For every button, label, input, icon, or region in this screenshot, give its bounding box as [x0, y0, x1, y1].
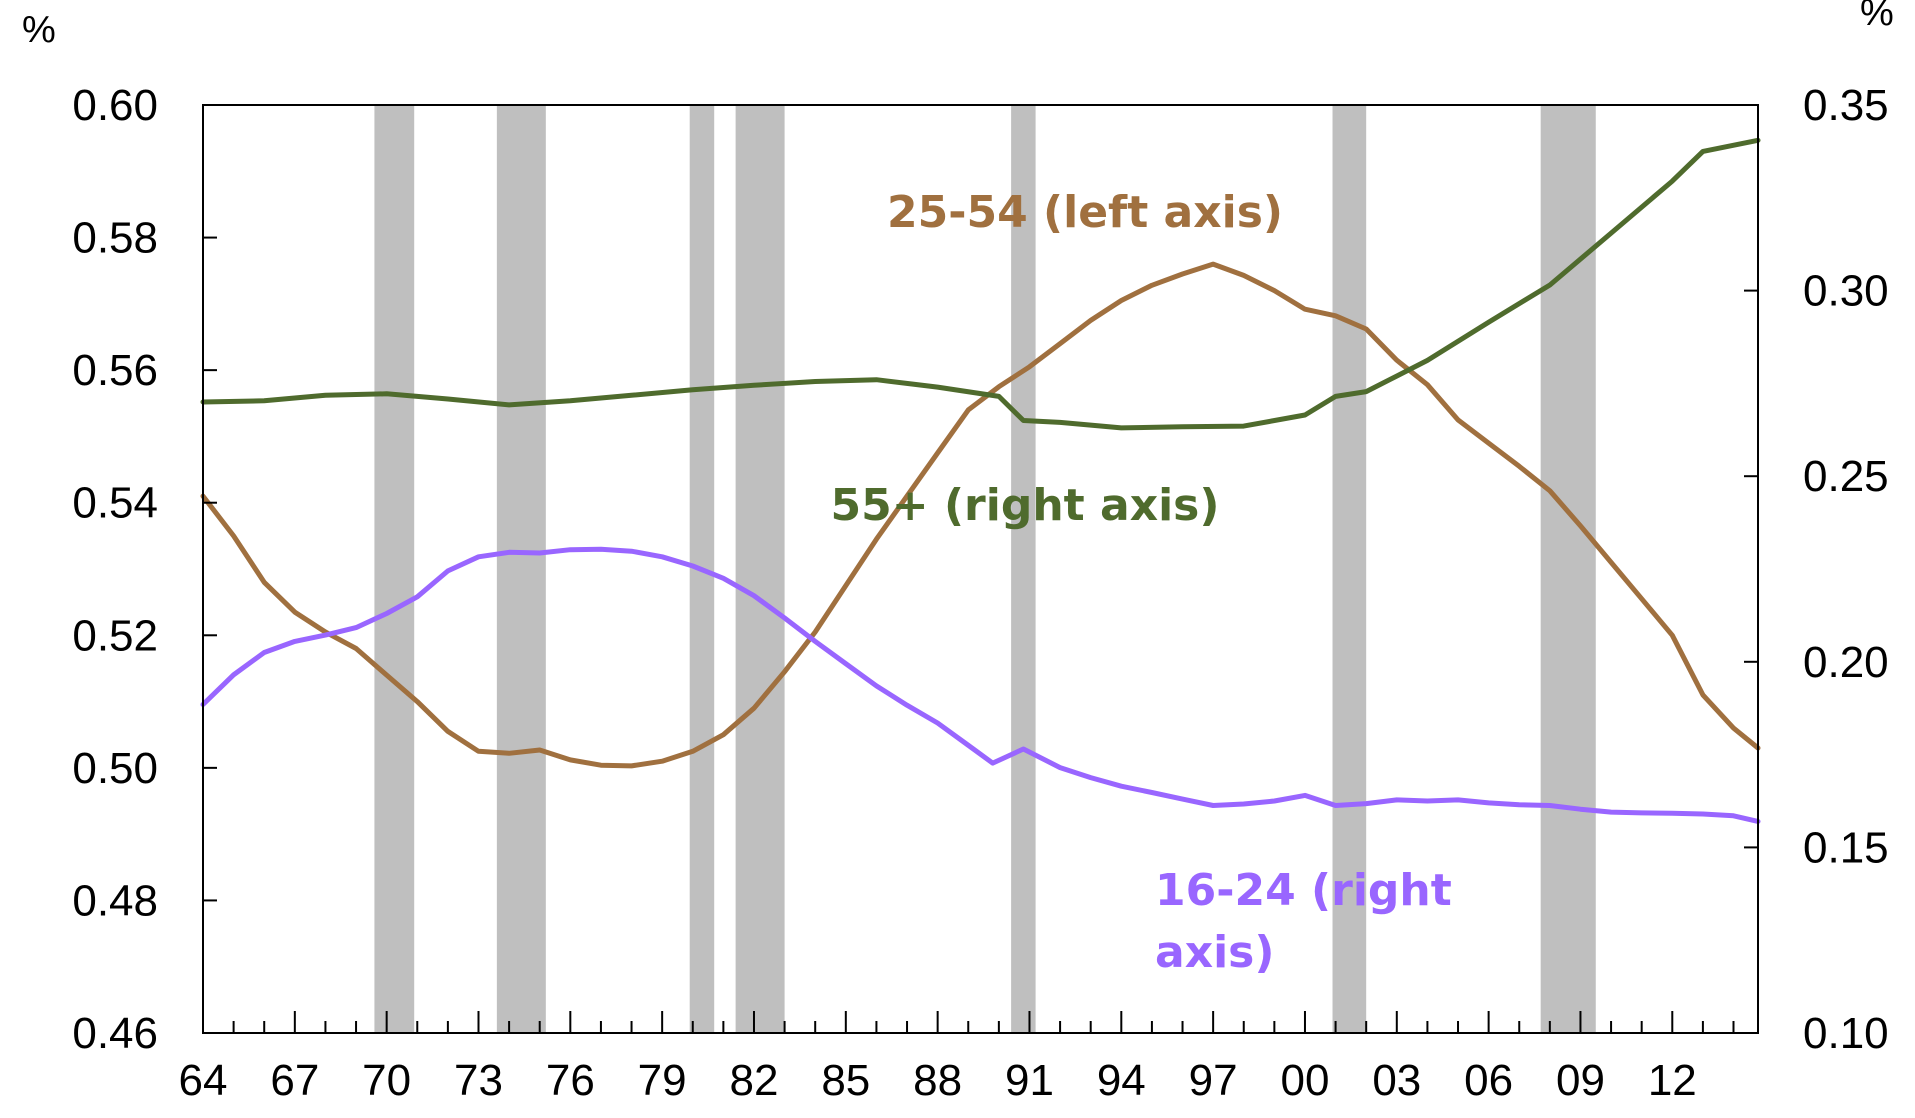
left-tick-label: 0.58	[72, 214, 158, 263]
right-tick-label: 0.15	[1803, 823, 1889, 872]
x-axis-tick-marks	[202, 1011, 1735, 1033]
x-tick-label: 70	[362, 1056, 411, 1105]
right-axis: % 0.10 0.15 0.20 0.25 0.30 0.35	[1744, 0, 1894, 1058]
right-tick-label: 0.25	[1803, 452, 1889, 501]
x-tick-label: 76	[546, 1056, 595, 1105]
right-axis-unit: %	[1860, 0, 1894, 34]
recession-band	[1332, 105, 1367, 1033]
x-tick-label: 73	[454, 1056, 503, 1105]
x-tick-label: 79	[638, 1056, 687, 1105]
right-tick-label: 0.35	[1803, 81, 1889, 130]
left-tick-label: 0.52	[72, 611, 158, 660]
x-tick-label: 09	[1556, 1056, 1605, 1105]
x-tick-label: 12	[1648, 1056, 1697, 1105]
series-line-1	[200, 137, 1761, 431]
series-line-2	[200, 546, 1761, 824]
x-tick-label: 06	[1464, 1056, 1513, 1105]
x-tick-label: 64	[179, 1056, 228, 1105]
right-tick-label: 0.10	[1803, 1009, 1889, 1058]
series-annotation: 25-54 (left axis)	[887, 187, 1283, 238]
plot-frame	[202, 104, 1759, 1034]
recession-band	[1011, 105, 1036, 1033]
x-tick-label: 97	[1189, 1056, 1238, 1105]
x-tick-label: 67	[270, 1056, 319, 1105]
x-tick-label: 03	[1372, 1056, 1421, 1105]
left-tick-label: 0.56	[72, 346, 158, 395]
left-tick-label: 0.48	[72, 876, 158, 925]
left-tick-label: 0.54	[72, 479, 158, 528]
left-axis-unit: %	[22, 9, 56, 51]
recession-band	[496, 105, 546, 1033]
series-annotation: 55+ (right axis)	[831, 480, 1220, 531]
series-annotation: 16-24 (right	[1155, 865, 1452, 916]
recession-band	[1540, 105, 1596, 1033]
series-line-0	[200, 261, 1761, 769]
x-tick-label: 88	[913, 1056, 962, 1105]
left-tick-label: 0.60	[72, 81, 158, 130]
right-tick-label: 0.20	[1803, 638, 1889, 687]
x-tick-label: 94	[1097, 1056, 1146, 1105]
x-tick-label: 91	[1005, 1056, 1054, 1105]
left-tick-label: 0.46	[72, 1009, 158, 1058]
series-lines	[200, 137, 1761, 824]
x-tick-label: 85	[821, 1056, 870, 1105]
right-tick-label: 0.30	[1803, 267, 1889, 316]
recession-bands	[374, 105, 1596, 1033]
series-annotation: axis)	[1155, 927, 1274, 978]
series-annotations: 25-54 (left axis) 55+ (right axis) 16-24 (…	[831, 187, 1452, 978]
left-axis: % 0.46 0.48 0.50 0.52 0.54 0.56 0.58 0.60	[22, 9, 217, 1058]
x-axis: 64 67 70 73 76 79 82 85 88 91 94 97 00 03 06 09 12	[179, 1056, 1697, 1105]
x-tick-label: 82	[730, 1056, 779, 1105]
x-tick-label: 00	[1280, 1056, 1329, 1105]
left-tick-label: 0.50	[72, 744, 158, 793]
recession-band	[374, 105, 415, 1033]
recession-band	[735, 105, 785, 1033]
